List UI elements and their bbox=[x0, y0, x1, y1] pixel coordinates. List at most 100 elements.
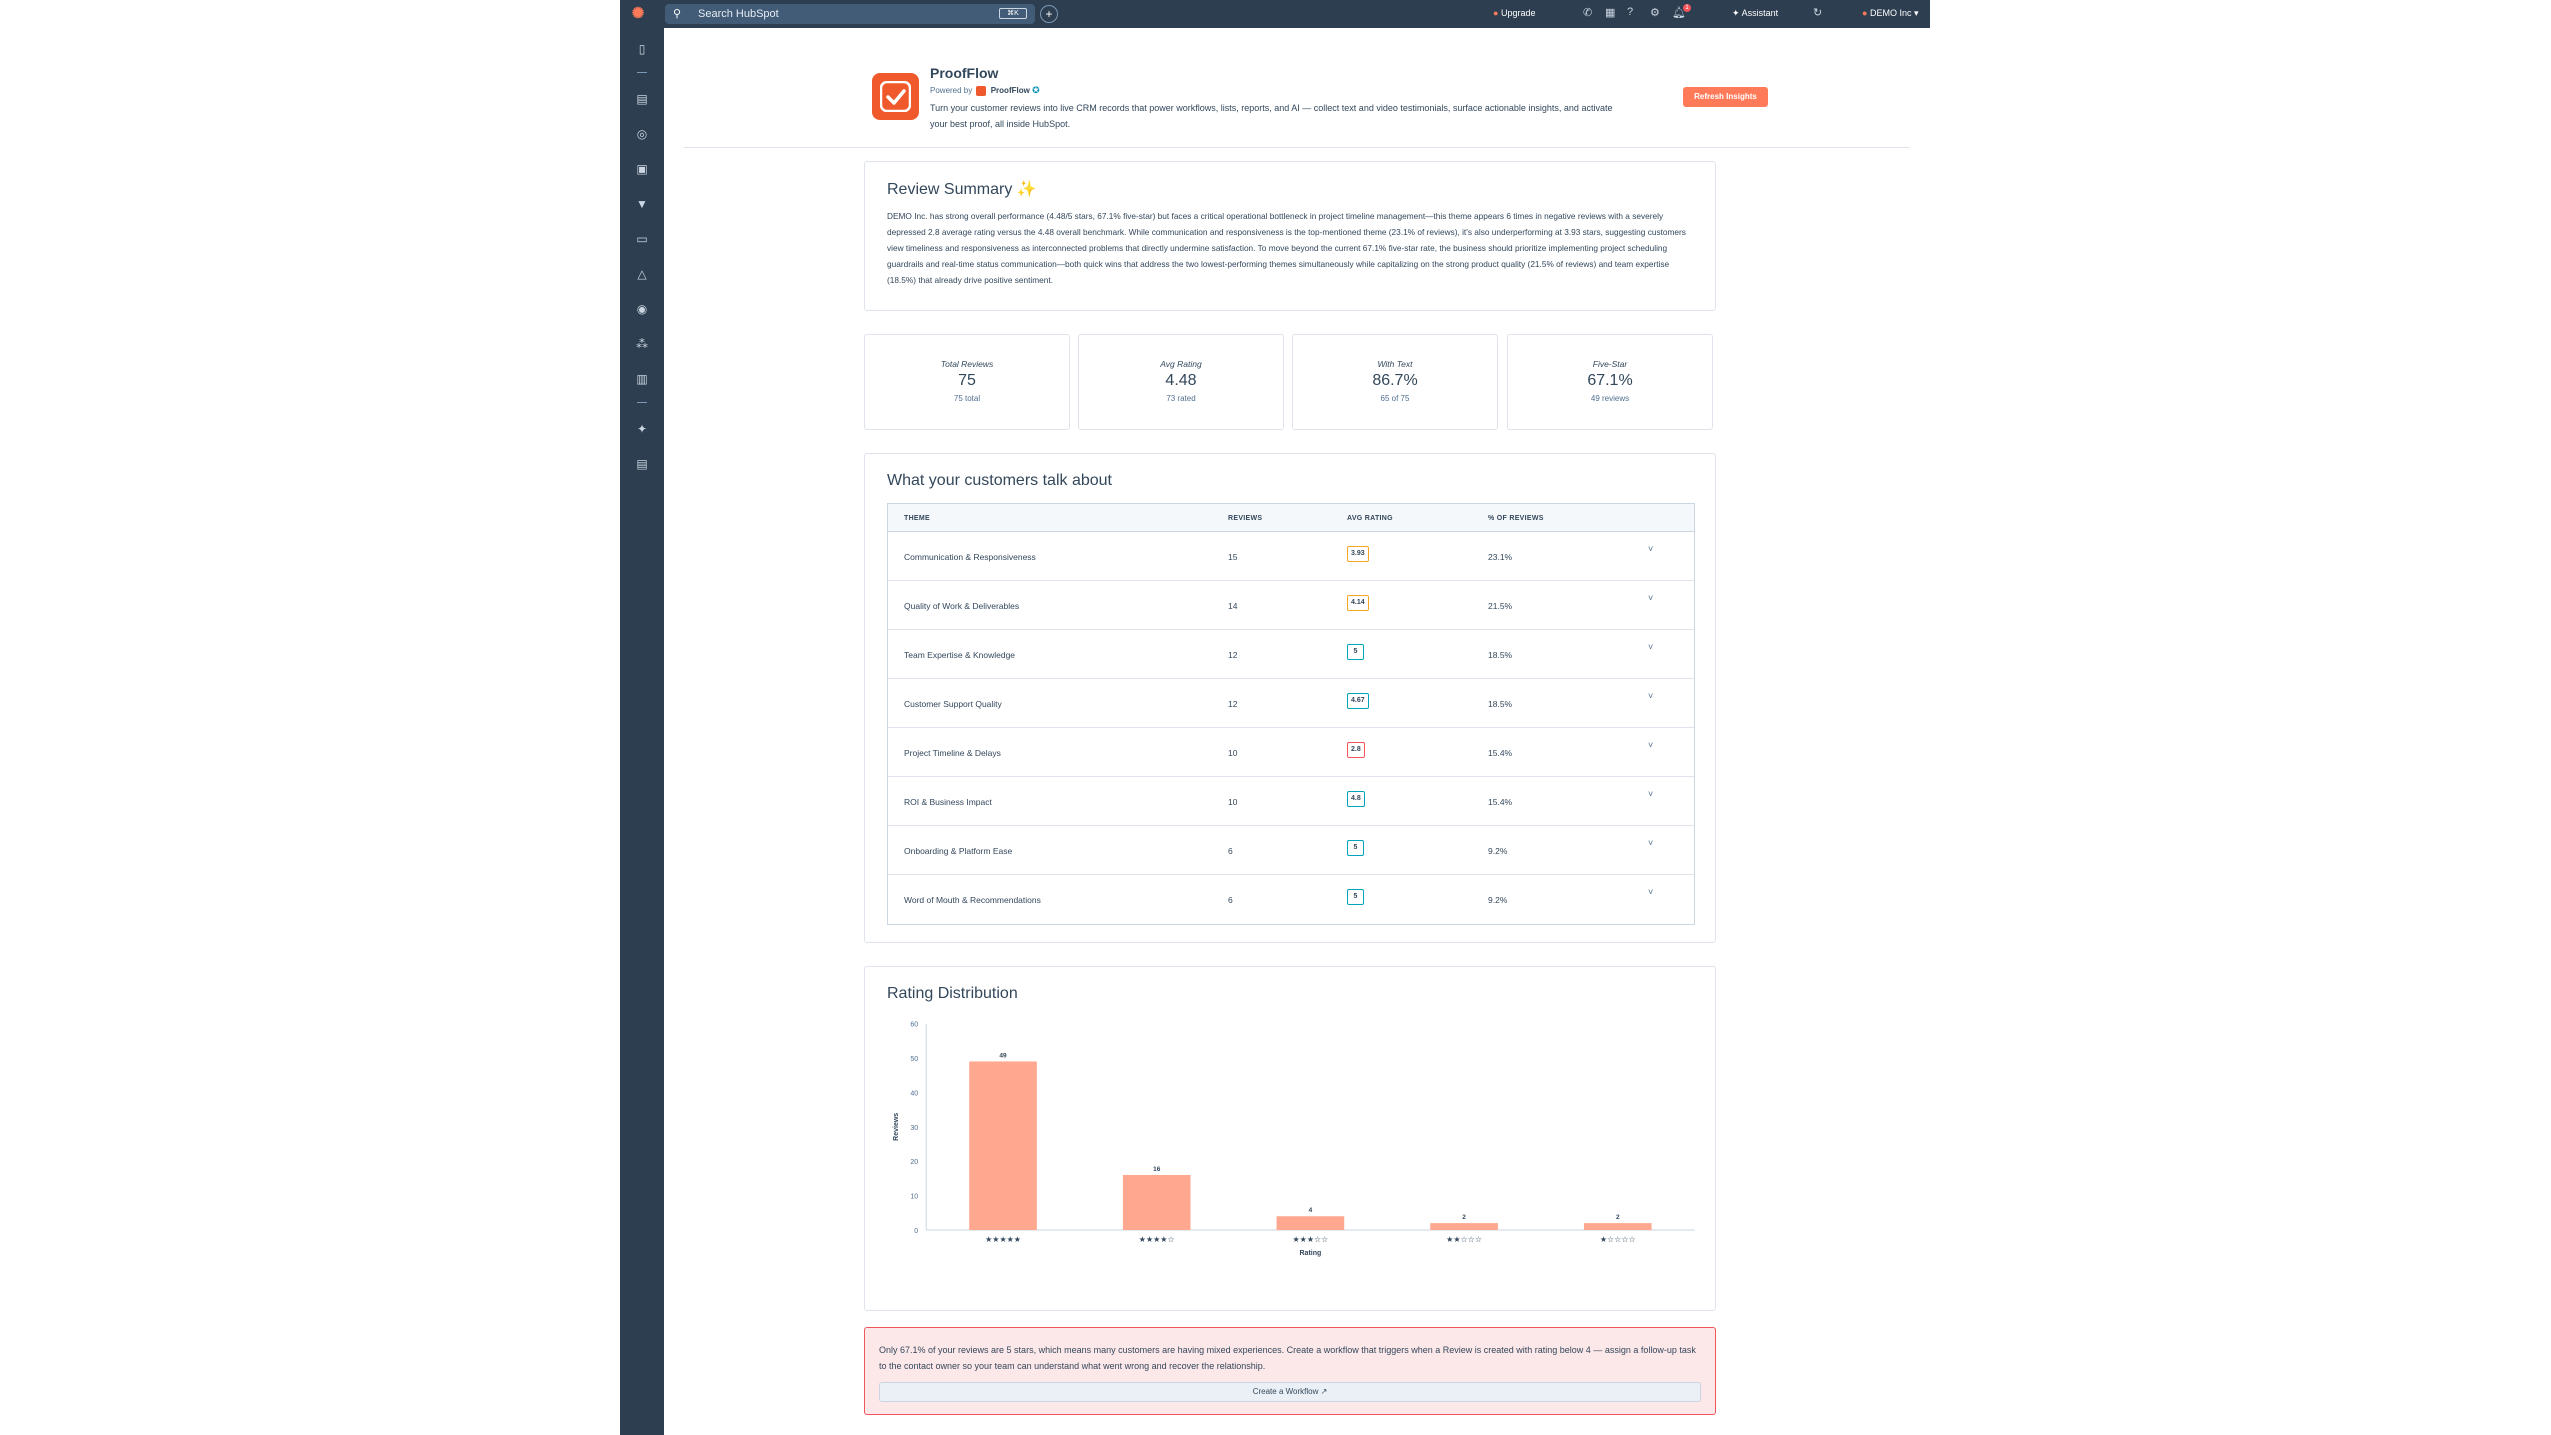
data-icon[interactable]: ◉ bbox=[636, 302, 648, 316]
themes-table: THEME REVIEWS AVG RATING % OF REVIEWS Co… bbox=[887, 503, 1695, 925]
bar-value-label: 2 bbox=[1462, 1214, 1466, 1221]
themes-card: What your customers talk about THEME REV… bbox=[864, 453, 1716, 943]
column-header-theme[interactable]: THEME bbox=[904, 515, 930, 522]
bar bbox=[1276, 1216, 1345, 1230]
automation-icon[interactable]: ⁂ bbox=[636, 337, 648, 351]
theme-avg-rating-badge: 4.8 bbox=[1347, 791, 1365, 807]
upgrade-label: Upgrade bbox=[1500, 8, 1536, 18]
table-row[interactable]: Quality of Work & Deliverables 14 4.14 21.5… bbox=[888, 581, 1694, 630]
theme-review-count: 14 bbox=[1228, 601, 1238, 611]
theme-avg-rating-badge: 5 bbox=[1347, 889, 1364, 905]
table-row[interactable]: Customer Support Quality 12 4.67 18.5% ˅ bbox=[888, 679, 1694, 728]
main-content: ProofFlow Powered by ProofFlow ✪ Turn yo… bbox=[664, 28, 1930, 1435]
theme-review-count: 12 bbox=[1228, 699, 1238, 709]
stat-card-avg-rating: Avg Rating 4.48 73 rated bbox=[1078, 334, 1284, 430]
search-icon: ⚲ bbox=[673, 8, 682, 20]
stat-subtext: 65 of 75 bbox=[1380, 394, 1410, 403]
theme-name: Customer Support Quality bbox=[904, 699, 1002, 709]
sparkle-icon: ✨ bbox=[1016, 181, 1037, 198]
row-expand-chevron-icon[interactable]: ˅ bbox=[1648, 691, 1654, 701]
assistant-label: Assistant bbox=[1741, 8, 1779, 18]
theme-avg-rating-badge: 2.8 bbox=[1347, 742, 1365, 758]
table-row[interactable]: Project Timeline & Delays 10 2.8 15.4% ˅ bbox=[888, 728, 1694, 777]
quick-create-button[interactable]: + bbox=[1040, 5, 1058, 23]
marketing-icon[interactable]: ◎ bbox=[636, 127, 648, 141]
settings-gear-icon[interactable]: ⚙ bbox=[1650, 7, 1660, 19]
marketplace-icon[interactable]: ▦ bbox=[1605, 7, 1616, 19]
left-sidebar: ▯ ▤ ◎ ▣ ▼ ▭ △ ◉ ⁂ ▥ ✦ ▤ bbox=[620, 28, 664, 1435]
stat-card-total-reviews: Total Reviews 75 75 total bbox=[864, 334, 1070, 430]
row-expand-chevron-icon[interactable]: ˅ bbox=[1648, 642, 1654, 652]
y-tick-label: 10 bbox=[910, 1194, 918, 1201]
contacts-icon[interactable]: ▤ bbox=[636, 92, 648, 106]
insight-alert-text: Only 67.1% of your reviews are 5 stars, … bbox=[879, 1345, 1696, 1371]
account-menu[interactable]: ● DEMO Inc ▾ bbox=[1862, 8, 1919, 18]
bar bbox=[1430, 1223, 1498, 1230]
table-row[interactable]: ROI & Business Impact 10 4.8 15.4% ˅ bbox=[888, 777, 1694, 826]
theme-name: Word of Mouth & Recommendations bbox=[904, 895, 1041, 905]
x-tick-label: ★★★★★ bbox=[985, 1235, 1021, 1244]
commerce-icon[interactable]: ▭ bbox=[636, 232, 648, 246]
theme-name: Project Timeline & Delays bbox=[904, 748, 1001, 758]
row-expand-chevron-icon[interactable]: ˅ bbox=[1648, 544, 1654, 554]
theme-avg-rating-badge: 3.93 bbox=[1347, 546, 1369, 562]
bar bbox=[1122, 1174, 1191, 1230]
row-expand-chevron-icon[interactable]: ˅ bbox=[1648, 740, 1654, 750]
breeze-sparkle-icon[interactable]: ✦ bbox=[636, 422, 648, 436]
stat-label: Total Reviews bbox=[940, 359, 994, 369]
create-workflow-button[interactable]: Create a Workflow ↗ bbox=[879, 1382, 1701, 1402]
bar-value-label: 16 bbox=[1153, 1166, 1161, 1173]
column-header-reviews[interactable]: REVIEWS bbox=[1228, 515, 1263, 522]
reporting-icon[interactable]: ▥ bbox=[636, 372, 648, 386]
stat-value: 67.1% bbox=[1587, 372, 1633, 389]
help-icon[interactable]: ? bbox=[1627, 6, 1634, 18]
theme-pct-of-reviews: 18.5% bbox=[1488, 699, 1513, 709]
row-expand-chevron-icon[interactable]: ˅ bbox=[1648, 789, 1654, 799]
row-expand-chevron-icon[interactable]: ˅ bbox=[1648, 887, 1654, 897]
theme-pct-of-reviews: 15.4% bbox=[1488, 748, 1513, 758]
app-header: ProofFlow Powered by ProofFlow ✪ Turn yo… bbox=[664, 28, 1930, 148]
app-title: ProofFlow bbox=[930, 65, 999, 81]
column-header-pct-reviews[interactable]: % OF REVIEWS bbox=[1488, 515, 1544, 522]
upgrade-button[interactable]: ● Upgrade bbox=[1493, 8, 1535, 18]
bookmark-icon[interactable]: ▯ bbox=[638, 42, 646, 56]
y-tick-label: 60 bbox=[910, 1022, 918, 1029]
sidebar-divider bbox=[637, 72, 647, 73]
theme-name: Team Expertise & Knowledge bbox=[904, 650, 1016, 660]
y-tick-label: 20 bbox=[910, 1159, 918, 1166]
service-icon[interactable]: △ bbox=[637, 267, 647, 281]
table-header: THEME REVIEWS AVG RATING % OF REVIEWS bbox=[888, 504, 1694, 532]
stat-label: Five-Star bbox=[1592, 359, 1628, 369]
table-row[interactable]: Communication & Responsiveness 15 3.93 23.1… bbox=[888, 532, 1694, 581]
x-axis-title: Rating bbox=[1300, 1250, 1322, 1257]
hubspot-logo-icon[interactable]: ✺ bbox=[631, 5, 645, 22]
review-summary-title-text: Review Summary bbox=[887, 181, 1013, 198]
content-icon[interactable]: ▣ bbox=[636, 162, 648, 176]
calling-icon[interactable]: ✆ bbox=[1583, 7, 1593, 19]
stat-subtext: 73 rated bbox=[1166, 394, 1196, 403]
theme-name: Quality of Work & Deliverables bbox=[904, 601, 1020, 611]
search-input[interactable]: ⚲ Search HubSpot ⌘K bbox=[665, 4, 1035, 24]
row-expand-chevron-icon[interactable]: ˅ bbox=[1648, 838, 1654, 848]
rating-distribution-title: Rating Distribution bbox=[887, 985, 1018, 1002]
refresh-insights-button[interactable]: Refresh Insights bbox=[1683, 87, 1768, 107]
row-expand-chevron-icon[interactable]: ˅ bbox=[1648, 593, 1654, 603]
refresh-icon[interactable]: ↻ bbox=[1813, 7, 1823, 19]
library-icon[interactable]: ▤ bbox=[636, 457, 648, 471]
table-row[interactable]: Word of Mouth & Recommendations 6 5 9.2% ˅ bbox=[888, 875, 1694, 924]
theme-avg-rating-badge: 5 bbox=[1347, 644, 1364, 660]
theme-pct-of-reviews: 9.2% bbox=[1488, 846, 1508, 856]
stat-value: 4.48 bbox=[1165, 372, 1197, 389]
sales-icon[interactable]: ▼ bbox=[636, 197, 648, 211]
hubspot-app: ✺ ⚲ Search HubSpot ⌘K + ● Upgrade ✆ ▦ ? … bbox=[620, 0, 1930, 1435]
theme-review-count: 10 bbox=[1228, 797, 1238, 807]
bar bbox=[1583, 1223, 1652, 1230]
assistant-button[interactable]: ✦ Assistant bbox=[1732, 8, 1778, 19]
table-row[interactable]: Onboarding & Platform Ease 6 5 9.2% ˅ bbox=[888, 826, 1694, 875]
table-row[interactable]: Team Expertise & Knowledge 12 5 18.5% ˅ bbox=[888, 630, 1694, 679]
verified-badge-icon: ✪ bbox=[1032, 85, 1040, 95]
bar-value-label: 49 bbox=[999, 1052, 1007, 1059]
notifications-bell-icon[interactable]: 🔔︎ bbox=[1672, 7, 1686, 19]
review-summary-text: DEMO Inc. has strong overall performance… bbox=[887, 211, 1686, 285]
column-header-avg-rating[interactable]: AVG RATING bbox=[1347, 515, 1393, 522]
